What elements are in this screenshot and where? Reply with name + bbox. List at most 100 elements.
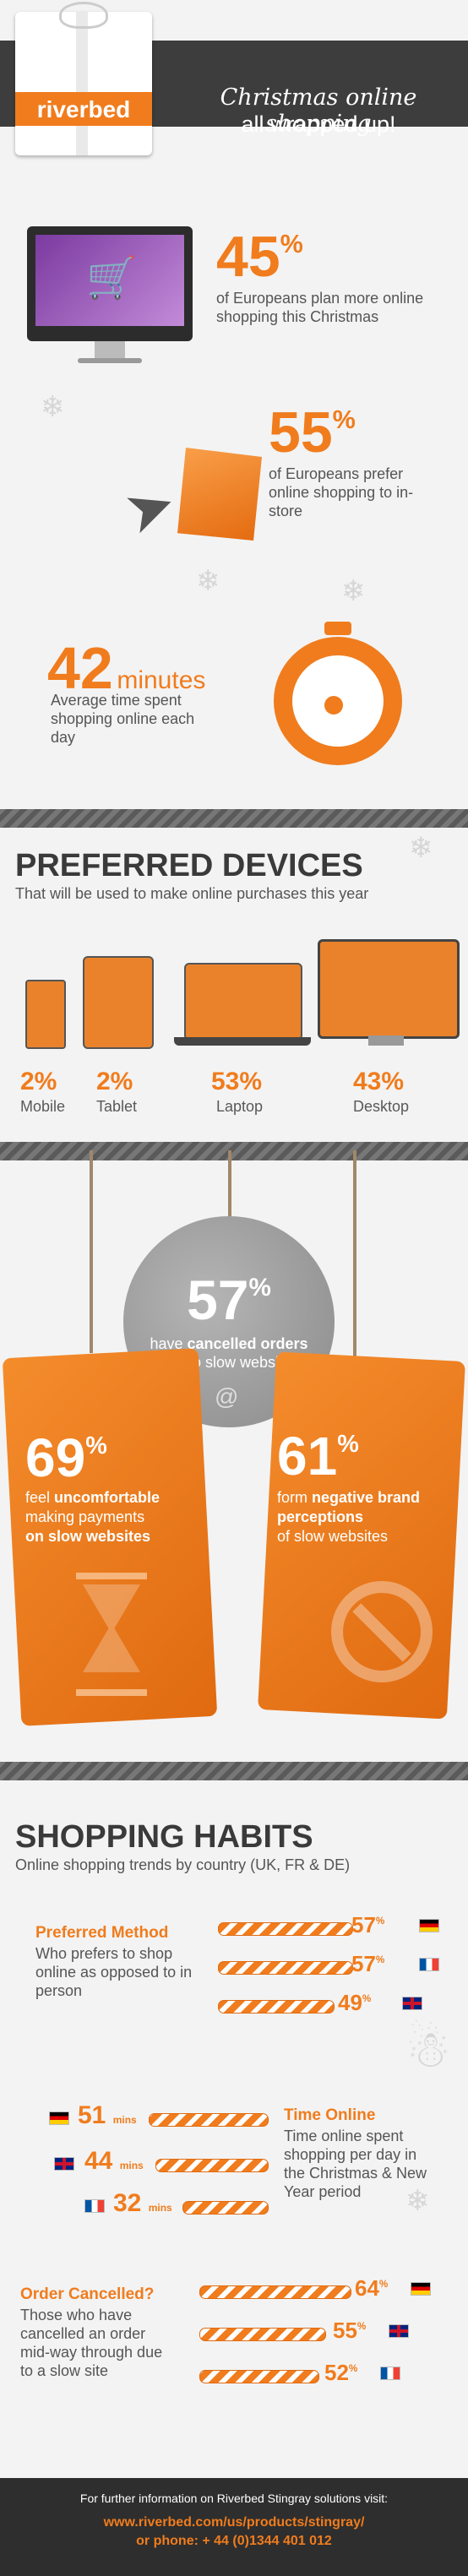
device-tablet-icon: [83, 956, 154, 1049]
string-right: [353, 1150, 356, 1361]
tag-left-text: feel uncomfortable making payments on slow…: [25, 1489, 161, 1545]
monitor-stand: [95, 341, 125, 360]
preferred-bar-uk: [218, 2000, 335, 2014]
cancelled-pct-uk: 55%: [333, 2318, 367, 2343]
time-text: Time online spent shopping per day in th…: [284, 2128, 427, 2200]
desktop-stand: [368, 1035, 404, 1046]
preferred-heading: Preferred Method: [35, 1924, 169, 1942]
device-laptop-label: Laptop: [216, 1098, 264, 1115]
tag-left-value: 69%: [25, 1427, 107, 1488]
device-desktop-icon: [318, 939, 460, 1039]
preferred-pct-fr: 57%: [351, 1951, 385, 1976]
cancelled-pct-de: 64%: [355, 2275, 389, 2301]
ribbon-bow-icon: [59, 2, 108, 29]
cancelled-bar-fr: [199, 2370, 319, 2383]
time-bar-de: [149, 2113, 269, 2127]
cursor-arrow-icon: ➤: [115, 468, 185, 547]
stat-45-unit: %: [280, 230, 303, 258]
hourglass-glass: [83, 1584, 140, 1672]
flag-fr-icon: [84, 2199, 105, 2213]
footer: [0, 2478, 468, 2576]
tag-center-unit: %: [248, 1274, 271, 1302]
monitor-base: [78, 358, 142, 363]
device-mobile-label: Mobile: [20, 1098, 66, 1115]
divider-stripe: [0, 1142, 468, 1160]
headline-sub: all wrapped up!: [241, 111, 396, 137]
ribbon-vertical: [76, 12, 88, 155]
flag-uk-icon: [402, 1997, 422, 2010]
stopwatch-hand: [324, 696, 343, 715]
stopwatch-icon: [274, 622, 402, 765]
no-entry-icon: [331, 1581, 433, 1682]
footer-phone: or phone: + 44 (0)1344 401 012: [136, 2534, 332, 2548]
snowflake-icon: ❄: [196, 565, 220, 597]
laptop-base: [174, 1037, 311, 1046]
preferred-bar-de: [218, 1922, 353, 1936]
preferred-text: Who prefers to shop online as opposed to…: [35, 1945, 193, 1999]
time-bar-uk: [155, 2159, 269, 2172]
cancelled-text: Those who have cancelled an order mid-wa…: [20, 2307, 163, 2379]
string-left: [90, 1150, 93, 1353]
device-tablet-label: Tablet: [96, 1098, 138, 1115]
stat-42-value: 42 minutes: [47, 635, 206, 701]
snail-icon: @: [215, 1383, 239, 1410]
device-desktop-pct: 43%: [353, 1068, 405, 1095]
flag-de-icon: [49, 2111, 69, 2125]
preferred-pct-uk: 49%: [338, 1990, 372, 2015]
string-center: [228, 1150, 231, 1252]
logo-box: riverbed: [15, 2, 152, 155]
flag-fr-icon: [380, 2367, 400, 2380]
flag-fr-icon: [419, 1958, 439, 1971]
footer-line1: For further information on Riverbed Stin…: [79, 2492, 389, 2505]
time-bar-fr: [182, 2201, 269, 2215]
device-laptop-pct: 53%: [211, 1068, 263, 1095]
flag-uk-icon: [54, 2157, 74, 2171]
no-entry-bar: [352, 1603, 411, 1662]
tag-right-unit: %: [337, 1431, 359, 1458]
shopping-cart-icon: 🛒: [86, 256, 137, 301]
footer-url-link[interactable]: www.riverbed.com/us/products/stingray/: [103, 2515, 365, 2530]
hourglass-icon: [76, 1573, 147, 1696]
monitor-screen: [35, 235, 184, 326]
tag-right-value: 61%: [277, 1426, 359, 1486]
preferred-bar-fr: [218, 1961, 353, 1975]
stat-55-text: of Europeans prefer online shopping to i…: [269, 465, 414, 519]
stat-55-value: 55%: [269, 400, 356, 465]
stat-45-value: 45%: [216, 225, 303, 289]
cancelled-bar-uk: [199, 2328, 326, 2341]
tag-left-unit: %: [85, 1432, 107, 1459]
snowflake-icon: ❄: [405, 2185, 430, 2217]
shopping-bag-icon: [177, 448, 262, 541]
snowflake-icon: ❄: [41, 391, 65, 423]
tag-center-value: 57%: [187, 1269, 271, 1331]
stopwatch-knob: [324, 622, 351, 635]
riverbed-logo: riverbed: [36, 96, 131, 122]
cancelled-bar-de: [199, 2285, 351, 2299]
stat-45-text: of Europeans plan more online shopping t…: [216, 290, 424, 325]
preferred-pct-de: 57%: [351, 1912, 385, 1937]
devices-title: PREFERRED DEVICES: [15, 848, 363, 883]
device-tablet-pct: 2%: [96, 1068, 133, 1095]
time-value-de: 51 mins: [78, 2101, 137, 2129]
flag-uk-icon: [389, 2324, 409, 2338]
snowflake-icon: ❄: [409, 832, 433, 864]
flag-de-icon: [411, 2282, 431, 2296]
habits-title: SHOPPING HABITS: [15, 1819, 313, 1855]
cancelled-pct-fr: 52%: [324, 2360, 358, 2385]
time-value-fr: 32 mins: [113, 2189, 172, 2217]
stat-42-unit: minutes: [117, 666, 206, 694]
time-value-uk: 44 mins: [84, 2147, 144, 2175]
time-heading: Time Online: [284, 2106, 376, 2124]
device-mobile-pct: 2%: [20, 1068, 57, 1095]
flag-de-icon: [419, 1919, 439, 1932]
cancelled-heading: Order Cancelled?: [20, 2285, 155, 2303]
headline-script: Christmas online shopping: [220, 84, 417, 137]
logo-band: [15, 92, 152, 126]
device-mobile-icon: [25, 980, 66, 1049]
stat-55-unit: %: [332, 405, 356, 434]
device-desktop-label: Desktop: [353, 1098, 410, 1115]
monitor-icon: 🛒: [27, 226, 193, 341]
divider-stripe: [0, 1762, 468, 1780]
habits-subtitle: Online shopping trends by country (UK, F…: [15, 1856, 351, 1873]
device-laptop-icon: [184, 963, 302, 1041]
